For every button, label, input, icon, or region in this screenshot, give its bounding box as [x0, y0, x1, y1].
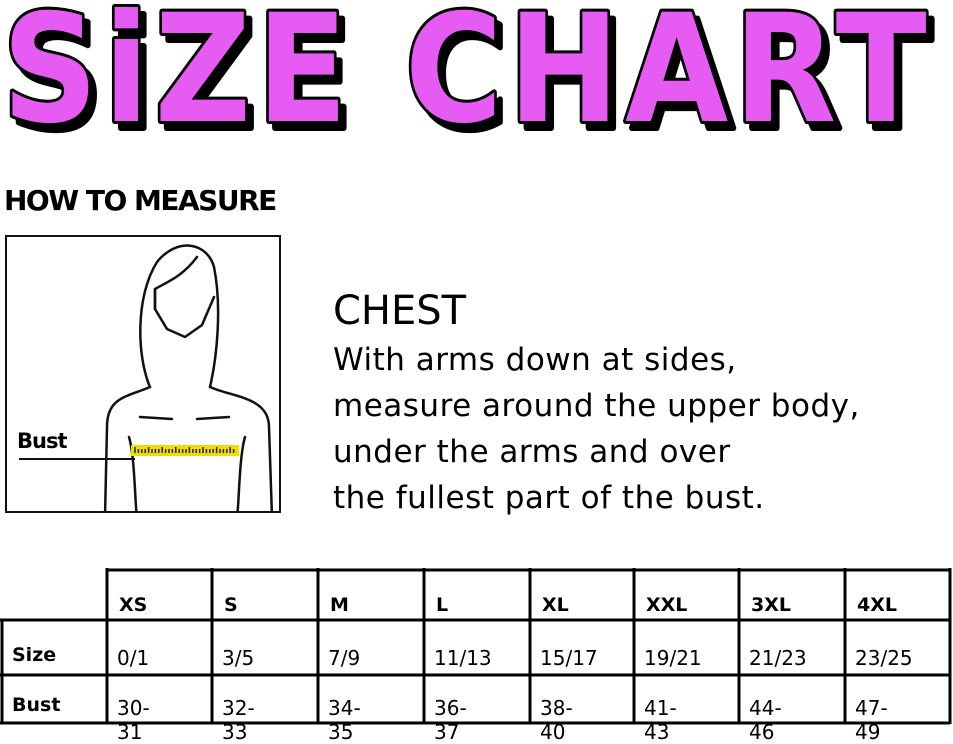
- size-header: M: [330, 594, 349, 616]
- chest-instruction-line: the fullest part of the bust.: [333, 480, 765, 516]
- table-cell: 34-35: [328, 696, 361, 744]
- measuring-tape-icon: [131, 445, 239, 456]
- woman-outline-icon: [19, 244, 274, 519]
- table-cell: 11/13: [434, 646, 492, 670]
- table-cell: 0/1: [117, 646, 150, 670]
- size-header: L: [436, 594, 449, 616]
- table-cell: 47-49: [855, 696, 888, 744]
- size-chart-title: SiZE CHART: [0, 0, 932, 150]
- table-cell: 36-37: [434, 696, 467, 744]
- row-label: Bust: [12, 694, 61, 716]
- table-cell: 19/21: [644, 646, 702, 670]
- chest-instruction-line: With arms down at sides,: [333, 342, 737, 378]
- table-cell: 21/23: [749, 646, 807, 670]
- size-header: XL: [542, 594, 569, 616]
- table-cell: 7/9: [328, 646, 361, 670]
- measurement-figure: Bust: [5, 235, 281, 519]
- size-header: XS: [119, 594, 148, 616]
- size-header: 3XL: [751, 594, 791, 616]
- table-cell: 23/25: [855, 646, 913, 670]
- table-cell: 44-46: [749, 696, 782, 744]
- chest-instruction-line: measure around the upper body,: [333, 388, 860, 424]
- chest-instruction-line: under the arms and over: [333, 434, 731, 470]
- table-cell: 15/17: [540, 646, 598, 670]
- size-header: XXL: [646, 594, 688, 616]
- row-label: Size: [12, 644, 57, 666]
- title-text: SiZE CHART: [2, 0, 932, 150]
- table-cell: 41-43: [644, 696, 677, 744]
- how-to-measure-heading: HOW TO MEASURE: [4, 184, 277, 217]
- table-grid: [0, 568, 952, 725]
- ruler-ticks: [134, 447, 235, 453]
- chest-heading: CHEST: [333, 288, 467, 334]
- bust-label: Bust: [17, 429, 67, 453]
- table-cell: 38-40: [540, 696, 573, 744]
- table-cell: 30-31: [117, 696, 150, 744]
- table-cell: 3/5: [222, 646, 255, 670]
- table-cell: 32-33: [222, 696, 255, 744]
- size-header: 4XL: [857, 594, 897, 616]
- size-header: S: [224, 594, 238, 616]
